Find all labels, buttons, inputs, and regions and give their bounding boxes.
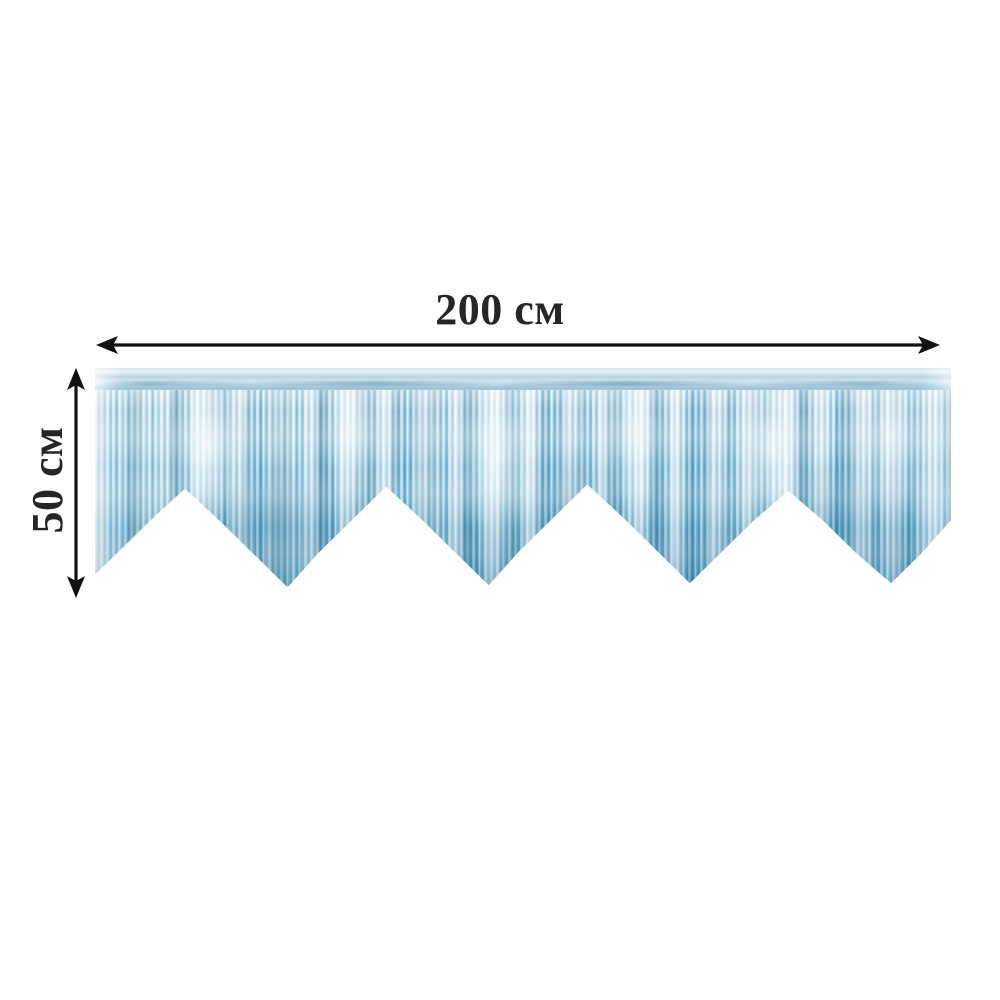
foil-fringe-garland xyxy=(95,368,951,600)
fringe-strips-body xyxy=(95,390,951,588)
fringe-header-crease xyxy=(95,381,951,386)
fringe-tip-shading xyxy=(95,390,951,588)
width-dimension-arrow xyxy=(96,329,940,361)
width-dimension-label: 200 см xyxy=(435,285,565,334)
vertical-double-arrow-icon xyxy=(67,368,85,598)
height-dimension-arrow xyxy=(60,368,92,598)
horizontal-double-arrow-icon xyxy=(96,336,940,354)
